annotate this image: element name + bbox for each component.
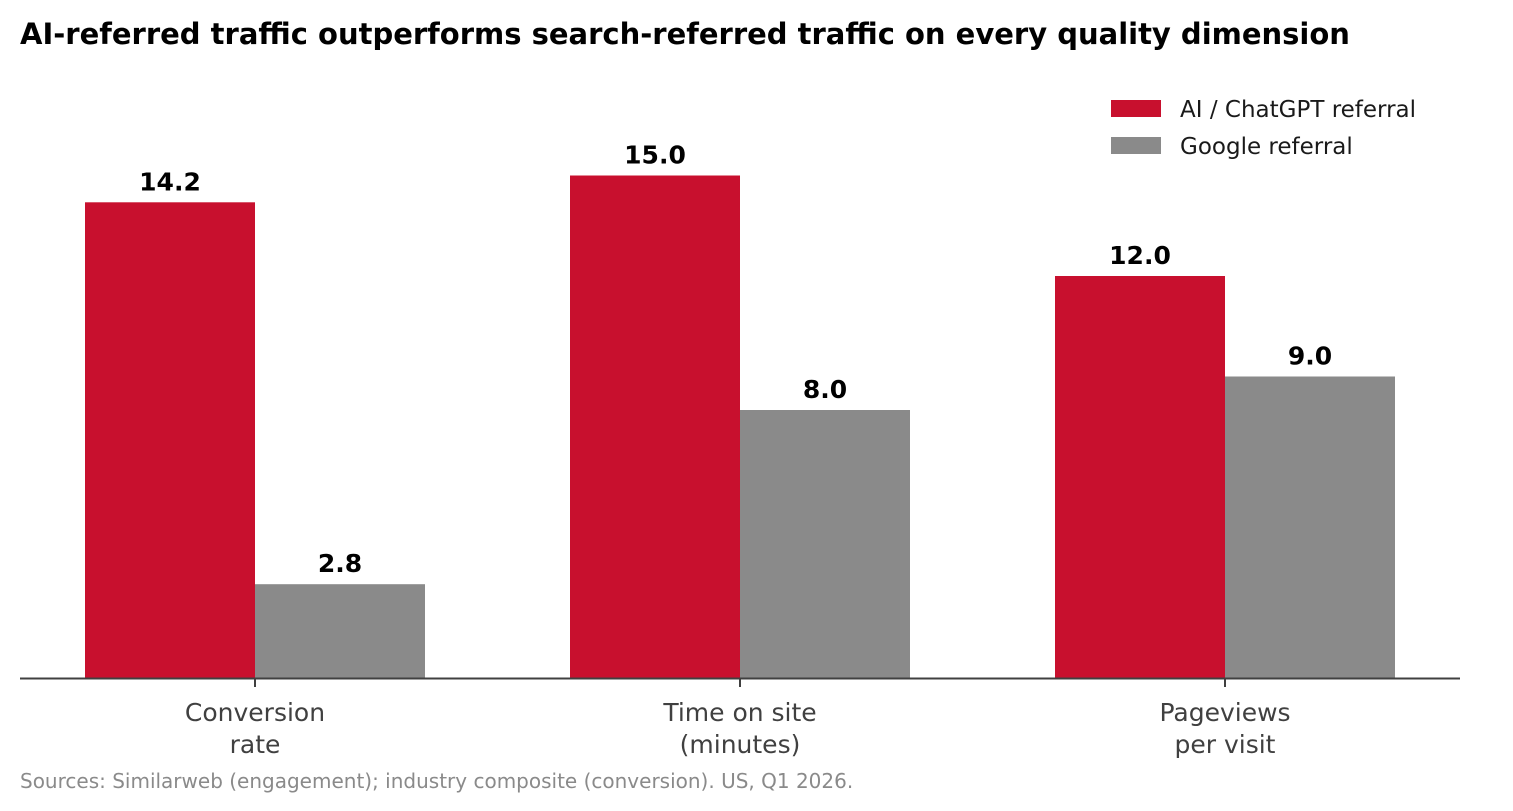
chart-title: AI-referred traffic outperforms search-r… — [20, 17, 1350, 51]
value-label-google-0: 2.8 — [318, 549, 362, 578]
value-label-ai-2: 12.0 — [1109, 241, 1171, 270]
legend: AI / ChatGPT referral Google referral — [1111, 97, 1416, 160]
bar-ai-0 — [85, 202, 255, 679]
legend-label-ai: AI / ChatGPT referral — [1180, 97, 1416, 123]
value-label-ai-1: 15.0 — [624, 141, 686, 170]
bar-google-2 — [1225, 376, 1395, 678]
value-label-ai-0: 14.2 — [139, 167, 201, 196]
x-tick-label-0-line-1: rate — [230, 730, 281, 759]
bar-google-1 — [740, 410, 910, 678]
x-tick-label-1-line-0: Time on site — [662, 698, 816, 727]
x-ticks-layer: Conversion rate Time on site (minutes) Pagev… — [185, 678, 1291, 759]
source-note: Sources: Similarweb (engagement); indust… — [20, 769, 853, 793]
bars-layer — [85, 175, 1395, 679]
legend-swatch-google — [1111, 137, 1161, 154]
value-labels-layer: 14.2 2.8 15.0 8.0 12.0 9.0 — [139, 141, 1332, 579]
x-tick-label-1-line-1: (minutes) — [680, 730, 801, 759]
bar-ai-2 — [1055, 276, 1225, 678]
bar-google-0 — [255, 584, 425, 678]
x-tick-label-0-line-0: Conversion — [185, 698, 325, 727]
bar-ai-1 — [570, 175, 740, 678]
value-label-google-2: 9.0 — [1288, 342, 1332, 371]
x-tick-label-2-line-0: Pageviews — [1159, 698, 1290, 727]
legend-label-google: Google referral — [1180, 134, 1353, 160]
value-label-google-1: 8.0 — [803, 375, 847, 404]
x-tick-label-2-line-1: per visit — [1175, 730, 1276, 759]
legend-swatch-ai — [1111, 100, 1161, 117]
